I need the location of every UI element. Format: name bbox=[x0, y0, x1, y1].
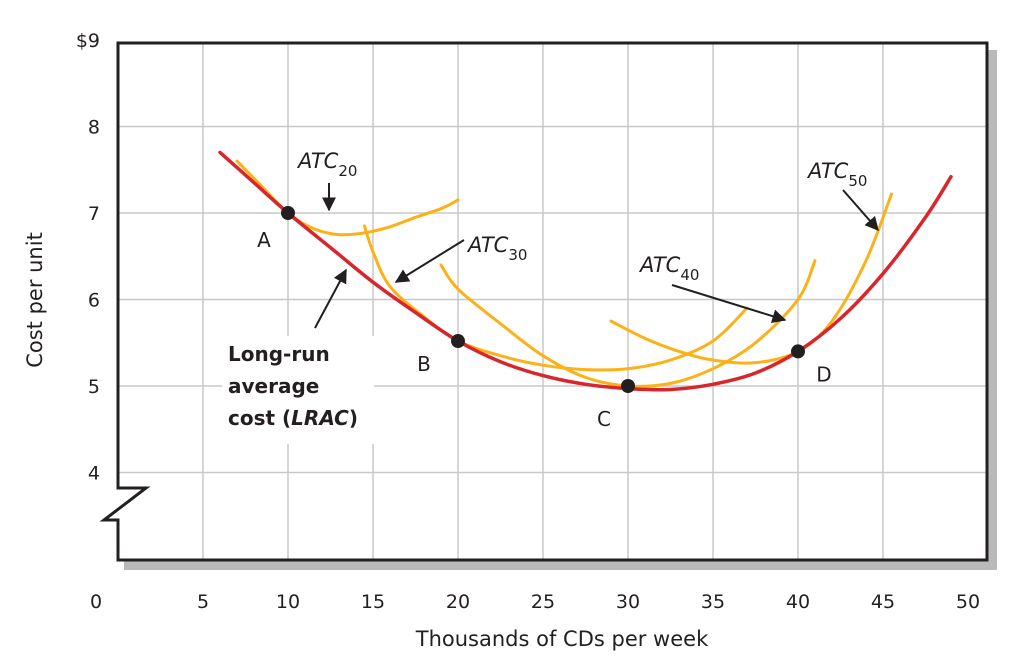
x-tick-label: 5 bbox=[197, 591, 209, 613]
x-tick-label: 30 bbox=[616, 591, 640, 613]
x-tick-label: 0 bbox=[90, 591, 102, 613]
point-label-c: C bbox=[597, 407, 611, 431]
atc30-label: ATC30 bbox=[466, 233, 527, 264]
plot-background bbox=[118, 43, 987, 560]
arrow-atc50 bbox=[842, 189, 879, 232]
series-line-long-run-average-cost-lrac bbox=[218, 150, 953, 392]
arrow-lrac bbox=[314, 268, 347, 329]
y-axis-title: Cost per unit bbox=[23, 232, 47, 368]
y-tick-label: 8 bbox=[88, 117, 100, 139]
x-axis-title: Thousands of CDs per week bbox=[415, 627, 709, 651]
series-line-atc50 bbox=[609, 192, 893, 365]
x-tick-label: 40 bbox=[786, 591, 810, 613]
series-line-atc30 bbox=[363, 224, 749, 372]
x-tick-label: 20 bbox=[446, 591, 470, 613]
point-a bbox=[281, 206, 295, 220]
x-tick-label: 35 bbox=[701, 591, 725, 613]
plot-frame bbox=[116, 41, 989, 562]
y-axis-break bbox=[99, 482, 151, 528]
point-d bbox=[791, 344, 805, 359]
y-tick-label: 7 bbox=[88, 203, 100, 225]
point-c bbox=[621, 379, 635, 393]
annotation-arrows bbox=[314, 183, 879, 329]
atc40-label: ATC40 bbox=[638, 253, 699, 284]
y-tick-label: $9 bbox=[76, 30, 100, 52]
curves bbox=[218, 150, 953, 392]
lrac-annotation-line2: average bbox=[228, 374, 319, 398]
point-label-b: B bbox=[417, 352, 431, 376]
x-tick-label: 10 bbox=[276, 591, 300, 613]
arrow-atc30 bbox=[394, 239, 465, 283]
point-b bbox=[451, 334, 465, 349]
x-tick-label: 50 bbox=[956, 591, 980, 613]
y-axis-break-mask bbox=[112, 487, 124, 526]
x-tick-label: 25 bbox=[531, 591, 555, 613]
atc50-label: ATC50 bbox=[806, 159, 867, 190]
y-tick-label: 4 bbox=[88, 463, 100, 485]
lrac-annotation-line1: Long-run bbox=[228, 342, 330, 366]
point-label-a: A bbox=[257, 228, 271, 252]
lrac-annotation-line3: cost (LRAC) bbox=[228, 406, 358, 430]
y-tick-label: 6 bbox=[88, 290, 100, 312]
x-tick-label: 15 bbox=[361, 591, 385, 613]
x-tick-label: 45 bbox=[871, 591, 895, 613]
point-label-d: D bbox=[816, 362, 831, 386]
atc20-label: ATC20 bbox=[296, 149, 357, 180]
y-tick-label: 5 bbox=[88, 376, 100, 398]
lrac-annotation-bg bbox=[222, 336, 374, 444]
points: A B C D bbox=[257, 206, 832, 431]
arrow-atc40 bbox=[671, 284, 787, 323]
